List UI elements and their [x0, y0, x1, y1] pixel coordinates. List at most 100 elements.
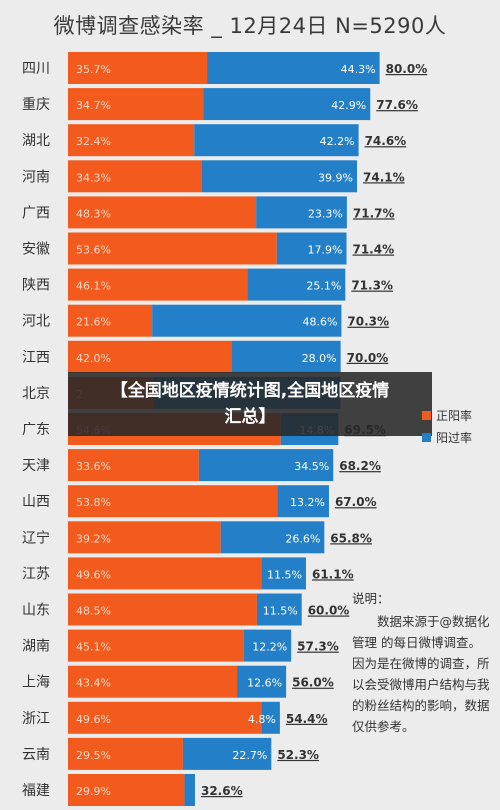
category-label: 北京	[22, 386, 50, 402]
total-label: 71.7%	[353, 206, 395, 220]
total-label: 57.3%	[297, 640, 339, 654]
bar-positive	[68, 196, 257, 229]
category-label: 河南	[22, 169, 50, 185]
category-label: 辽宁	[22, 529, 50, 546]
value-label-recovered: 12.2%	[252, 641, 287, 654]
note-box: 说明： 数据来源于@数据化管理 的每日微博调查。因为是在微博的调查，所以会受微博…	[352, 588, 492, 737]
bar-positive	[68, 52, 208, 84]
caption-line-2: 汇总】	[224, 407, 276, 427]
category-label: 重庆	[22, 97, 50, 113]
value-label-recovered: 4.8%	[248, 713, 276, 726]
value-label-positive: 34.7%	[76, 99, 111, 112]
value-label-positive: 34.3%	[76, 171, 111, 184]
value-label-recovered: 22.7%	[232, 749, 267, 762]
bar-positive	[68, 701, 262, 734]
value-label-recovered: 23.3%	[308, 207, 343, 220]
note-body: 数据来源于@数据化管理 的每日微博调查。因为是在微博的调查，所以会受微博用户结构…	[352, 614, 490, 734]
total-label: 74.1%	[363, 170, 405, 184]
bar-recovered	[182, 737, 272, 770]
legend-label-positive: 正阳率	[436, 408, 473, 423]
bar-positive	[68, 665, 238, 698]
category-label: 山西	[22, 494, 50, 510]
category-label: 上海	[22, 675, 50, 691]
bar-recovered	[243, 629, 292, 662]
category-label: 湖南	[22, 639, 50, 655]
bar-positive	[68, 629, 244, 662]
bar-positive	[68, 160, 202, 193]
value-label-recovered: 26.6%	[285, 532, 320, 545]
category-label: 河北	[22, 314, 50, 330]
bar-recovered	[201, 160, 358, 193]
category-label: 云南	[22, 747, 50, 763]
bar-positive	[68, 593, 257, 626]
total-label: 60.0%	[308, 604, 350, 618]
bar-recovered	[220, 521, 325, 554]
bar-positive	[68, 449, 199, 482]
total-label: 67.0%	[335, 495, 377, 509]
note-title: 说明：	[352, 591, 390, 606]
category-label: 陕西	[22, 278, 50, 294]
legend-item-positive: 正阳率	[422, 404, 500, 426]
value-label-positive: 39.2%	[76, 532, 111, 545]
total-label: 70.0%	[347, 351, 389, 365]
value-label-recovered: 42.9%	[331, 99, 366, 112]
category-label: 江苏	[22, 566, 50, 582]
total-label: 80.0%	[386, 62, 428, 76]
category-label: 福建	[22, 783, 50, 799]
value-label-recovered: 42.2%	[320, 135, 355, 148]
category-label: 安徽	[22, 242, 50, 258]
value-label-recovered: 25.1%	[306, 280, 341, 293]
bar-recovered	[256, 593, 302, 626]
value-label-positive: 35.7%	[76, 63, 111, 76]
total-label: 54.4%	[286, 712, 328, 726]
bar-recovered	[261, 557, 306, 590]
bar-positive	[68, 88, 204, 121]
bar-positive	[68, 557, 262, 590]
category-label: 广西	[22, 205, 50, 221]
value-label-recovered: 11.5%	[267, 568, 302, 581]
bar-recovered	[207, 52, 380, 84]
bar-positive	[68, 304, 153, 337]
total-label: 32.6%	[201, 784, 243, 798]
category-label: 四川	[22, 61, 50, 77]
value-label-positive: 49.6%	[76, 713, 111, 726]
bar-positive	[68, 521, 221, 554]
total-label: 71.3%	[351, 279, 393, 293]
value-label-recovered: 13.2%	[290, 496, 325, 509]
legend-swatch-recovered	[422, 432, 431, 442]
caption-line-1: 【全国地区疫情统计图,全国地区疫情	[110, 381, 390, 401]
category-label: 湖北	[22, 133, 50, 149]
total-label: 65.8%	[330, 531, 372, 545]
value-label-positive: 43.4%	[76, 677, 111, 690]
value-label-recovered: 34.5%	[294, 460, 329, 473]
value-label-recovered: 44.3%	[341, 63, 376, 76]
value-label-positive: 46.1%	[76, 280, 111, 293]
total-label: 68.2%	[339, 459, 381, 473]
total-label: 56.0%	[292, 676, 334, 690]
value-label-positive: 53.6%	[76, 244, 111, 257]
value-label-positive: 53.8%	[76, 496, 111, 509]
value-label-positive: 48.5%	[76, 605, 111, 618]
bar-recovered	[203, 88, 371, 121]
total-label: 74.6%	[365, 134, 407, 148]
bar-recovered	[256, 196, 347, 229]
bar-positive	[68, 268, 248, 301]
category-label: 天津	[22, 458, 50, 474]
value-label-recovered: 39.9%	[318, 171, 353, 184]
bar-positive	[68, 774, 185, 806]
value-label-positive: 48.3%	[76, 207, 111, 220]
bar-recovered	[231, 340, 341, 373]
value-label-positive: 29.9%	[76, 785, 111, 798]
bar-positive	[68, 340, 232, 373]
value-label-positive: 29.5%	[76, 749, 111, 762]
legend-swatch-positive	[422, 410, 431, 420]
legend-item-recovered: 阳过率	[422, 426, 500, 448]
category-label: 江西	[22, 350, 50, 366]
bar-positive	[68, 232, 277, 265]
bar-recovered	[277, 485, 329, 518]
bar-recovered	[247, 268, 346, 301]
legend-label-recovered: 阳过率	[436, 430, 473, 445]
bar-recovered	[261, 701, 280, 734]
value-label-positive: 49.6%	[76, 568, 111, 581]
bar-recovered	[194, 124, 359, 157]
